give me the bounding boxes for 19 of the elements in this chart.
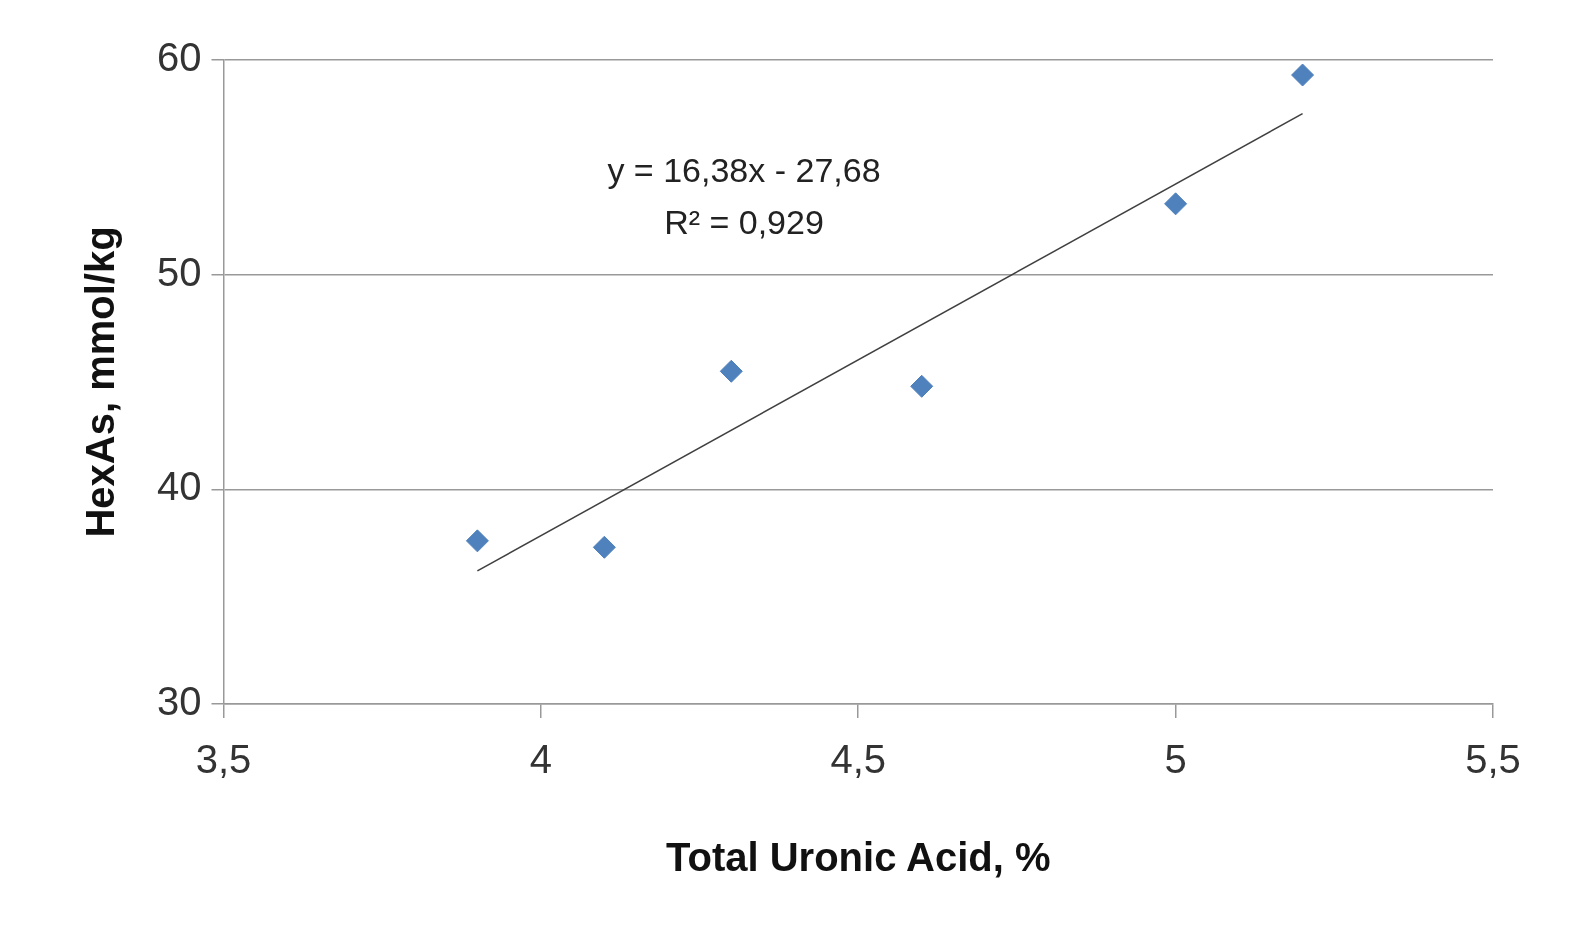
x-tick-label: 4,5	[830, 737, 887, 782]
annotation: y = 16,38x - 27,68	[607, 151, 881, 190]
y-tick-label: 40	[156, 464, 202, 509]
y-tick-label: 50	[156, 249, 202, 294]
x-axis-title: Total Uronic Acid, %	[666, 835, 1051, 880]
x-tick-label: 5	[1164, 737, 1187, 782]
x-tick-label: 4	[529, 737, 552, 782]
x-tick-label: 3,5	[195, 737, 252, 782]
point	[592, 535, 616, 559]
point	[910, 374, 934, 398]
point	[1164, 192, 1188, 216]
point	[465, 529, 489, 553]
y-tick-label: 30	[156, 679, 202, 724]
point	[719, 359, 743, 383]
annotation: R² = 0,929	[664, 203, 824, 242]
y-tick-label: 60	[156, 35, 202, 80]
y-axis-title: HexAs, mmol/kg	[78, 226, 123, 538]
x-tick-label: 5,5	[1465, 737, 1521, 782]
point	[1291, 63, 1315, 87]
